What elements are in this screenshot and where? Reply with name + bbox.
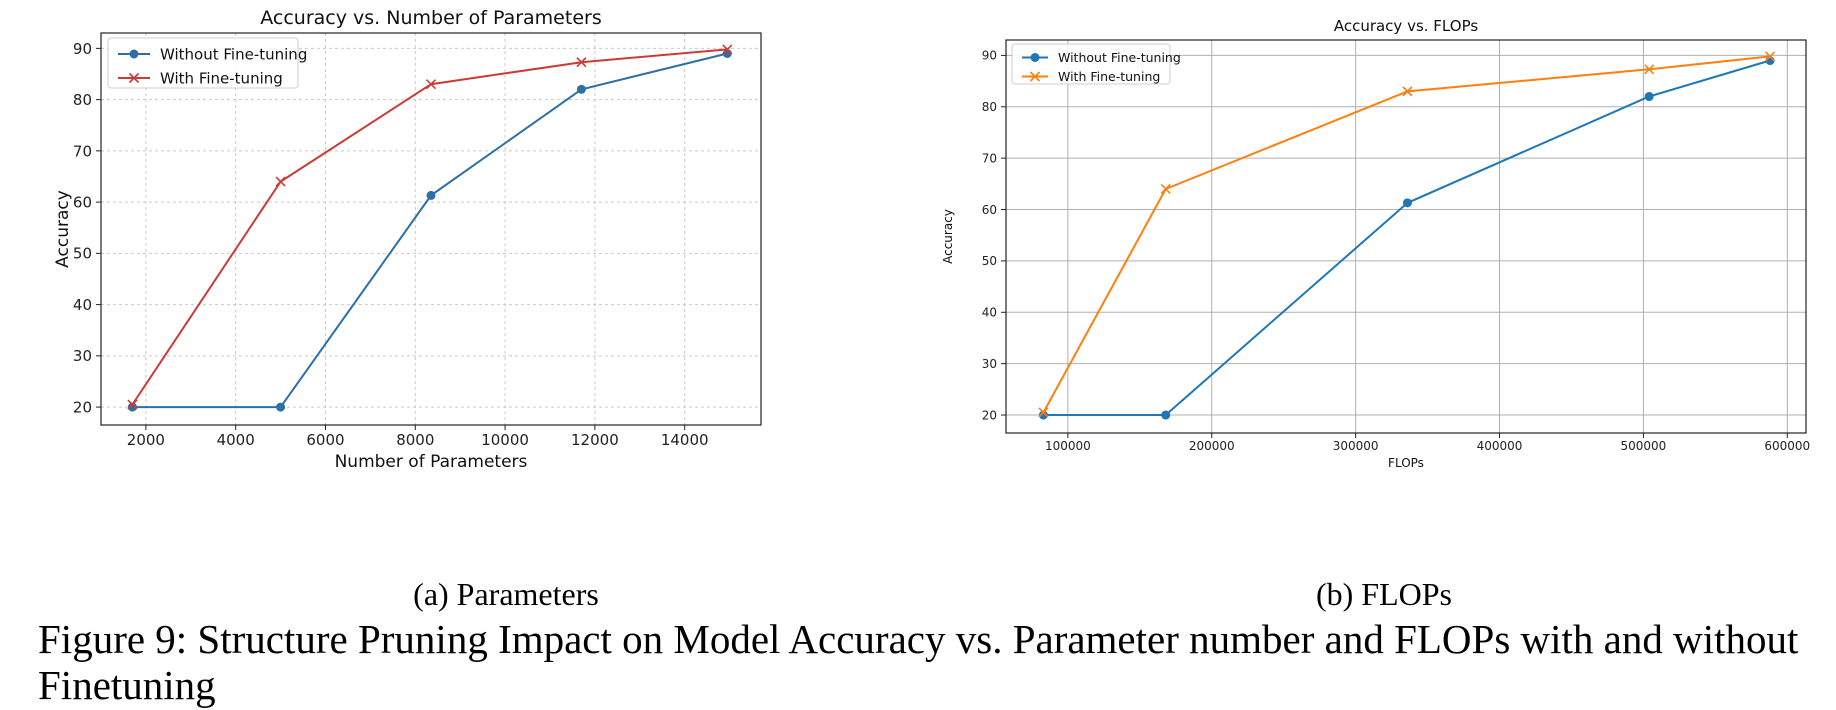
data-point [275, 176, 286, 187]
x-tick-label: 10000 [481, 431, 529, 449]
y-tick-label: 60 [982, 203, 997, 217]
x-tick-label: 100000 [1045, 439, 1091, 453]
data-point [1160, 183, 1171, 195]
y-tick-label: 80 [982, 100, 997, 114]
y-tick-label: 40 [982, 306, 997, 320]
x-tick-label: 200000 [1189, 439, 1235, 453]
x-tick-label: 600000 [1764, 439, 1810, 453]
figure-caption: Figure 9: Structure Pruning Impact on Mo… [38, 616, 1799, 708]
y-tick-label: 50 [982, 254, 997, 268]
data-point [425, 79, 437, 90]
y-tick-label: 30 [982, 357, 997, 371]
y-tick-label: 70 [73, 142, 92, 160]
y-tick-label: 60 [73, 193, 92, 211]
x-tick-label: 2000 [127, 431, 165, 449]
y-tick-label: 90 [982, 49, 997, 63]
data-point [1402, 198, 1412, 208]
x-axis-label: FLOPs [1388, 456, 1424, 470]
data-point [1402, 86, 1413, 97]
series-line-with-fine-tuning [131, 48, 728, 406]
y-tick-label: 50 [73, 245, 92, 263]
data-point [276, 402, 286, 412]
chart-parameters: 2000 4000 6000 8000 10000 12000 14000 20 30 40 50 6… [53, 7, 762, 472]
y-tick-label: 80 [73, 91, 92, 109]
plot-frame [100, 32, 762, 426]
chart-flops: 100000 200000 300000 400000 500000 600000 20 30… [941, 17, 1810, 470]
y-axis-label: Accuracy [941, 209, 955, 264]
data-point [576, 84, 586, 94]
legend-marker [128, 72, 140, 84]
legend-marker [129, 49, 139, 59]
y-tick-label: 90 [73, 40, 92, 58]
y-tick-label: 30 [73, 347, 92, 365]
y-tick-label: 40 [73, 296, 92, 314]
data-point [1038, 407, 1049, 418]
plot-frame [1005, 39, 1807, 434]
data-point [1764, 51, 1776, 62]
subcaption-a: (a) Parameters [413, 576, 599, 612]
x-tick-label: 14000 [661, 431, 709, 449]
x-tick-label: 8000 [396, 431, 434, 449]
x-tick-label: 6000 [306, 431, 344, 449]
data-point [1038, 410, 1048, 420]
series-line-without-fine-tuning [132, 52, 728, 409]
data-point [1644, 64, 1655, 75]
y-tick-label: 20 [73, 398, 92, 416]
legend-marker [1029, 71, 1041, 82]
chart-title: Accuracy vs. Number of Parameters [260, 7, 601, 29]
legend-label: With Fine-tuning [1058, 69, 1160, 84]
y-tick-label: 70 [982, 151, 997, 165]
x-tick-label: 12000 [571, 431, 619, 449]
chart-title: Accuracy vs. FLOPs [1334, 17, 1479, 35]
data-point [722, 44, 733, 55]
data-point [127, 399, 138, 410]
data-point [1161, 410, 1171, 420]
x-axis-label: Number of Parameters [335, 452, 528, 472]
x-tick-label: 500000 [1621, 439, 1667, 453]
data-point [127, 402, 137, 412]
data-point [426, 190, 436, 200]
legend-label: With Fine-tuning [160, 69, 283, 87]
x-tick-label: 400000 [1477, 439, 1523, 453]
legend-label: Without Fine-tuning [160, 45, 307, 63]
series-line-with-fine-tuning [1042, 55, 1771, 413]
data-point [1644, 92, 1654, 102]
legend-box [1011, 43, 1171, 85]
x-tick-label: 300000 [1333, 439, 1379, 453]
legend-label: Without Fine-tuning [1058, 50, 1181, 65]
series-line-without-fine-tuning [1043, 59, 1771, 416]
y-axis-label: Accuracy [53, 190, 73, 268]
y-tick-label: 20 [982, 408, 997, 422]
data-point [576, 57, 587, 68]
x-tick-label: 4000 [217, 431, 255, 449]
legend-marker [1030, 53, 1040, 62]
subcaption-b: (b) FLOPs [1315, 576, 1452, 612]
legend-box [107, 37, 299, 89]
